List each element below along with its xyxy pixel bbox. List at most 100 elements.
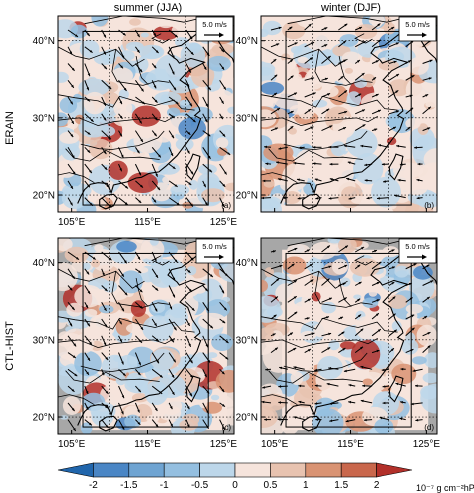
contour-patch xyxy=(118,89,129,100)
contour-patch xyxy=(124,414,141,429)
wind-arrowhead xyxy=(348,197,352,200)
wind-arrowhead xyxy=(375,313,379,316)
wind-arrowhead xyxy=(121,154,124,158)
wind-arrowhead xyxy=(137,372,141,376)
coastline xyxy=(280,255,409,426)
wind-arrowhead xyxy=(396,110,399,113)
wind-arrowhead xyxy=(409,94,413,98)
row-label-ctl-hist: CTL-HIST xyxy=(4,321,16,371)
wind-arrowhead xyxy=(344,264,348,268)
lon-label: 125°E xyxy=(210,439,238,450)
wind-arrowhead xyxy=(328,197,332,200)
contour-patch xyxy=(303,181,317,196)
wind-arrowhead xyxy=(376,282,380,285)
lat-label: 40°N xyxy=(33,36,55,47)
wind-arrowhead xyxy=(174,34,178,38)
wind-arrowhead xyxy=(376,349,380,353)
coastline xyxy=(77,255,206,426)
contour-patch xyxy=(417,123,429,135)
wind-arrowhead xyxy=(106,184,110,188)
wind-arrowhead xyxy=(222,427,225,431)
province-border xyxy=(268,370,363,384)
province-border xyxy=(261,172,298,184)
province-border xyxy=(261,268,348,289)
wind-arrowhead xyxy=(324,44,328,47)
colorbar-cell xyxy=(128,462,165,478)
wind-arrowhead xyxy=(392,313,396,317)
wind-arrowhead xyxy=(104,324,108,328)
wind-arrowhead xyxy=(359,27,362,30)
wind-arrowhead xyxy=(289,332,293,336)
wind-arrowhead xyxy=(87,73,91,77)
wind-arrowhead xyxy=(409,297,413,301)
contour-patch xyxy=(131,105,161,127)
wind-arrowhead xyxy=(264,145,267,149)
wind-arrowhead xyxy=(103,151,107,155)
wind-arrowhead xyxy=(293,348,297,351)
wind-arrowhead xyxy=(142,101,146,105)
wind-arrowhead xyxy=(154,117,158,121)
wind-arrowhead xyxy=(86,271,90,275)
wind-arrowhead xyxy=(374,249,377,253)
wind-arrowhead xyxy=(278,26,282,30)
wind-arrowhead xyxy=(275,296,278,300)
province-border xyxy=(261,316,398,333)
contour-patch xyxy=(179,99,191,106)
contour-patch xyxy=(58,331,73,347)
contour-patch xyxy=(346,91,362,107)
wind-arrowhead xyxy=(119,133,122,137)
wind-arrowhead xyxy=(279,264,283,268)
wind-arrowhead xyxy=(119,339,122,343)
wind-arrowhead xyxy=(207,133,211,137)
wind-arrowhead xyxy=(153,33,156,37)
wind-arrowhead xyxy=(70,185,73,189)
wind-arrowhead xyxy=(340,316,343,320)
province-border xyxy=(111,49,170,86)
contour-patch xyxy=(312,408,344,434)
wind-arrowhead xyxy=(89,50,93,53)
wind-arrowhead xyxy=(290,126,294,129)
contour-patch xyxy=(223,153,234,163)
contour-patch xyxy=(159,259,187,288)
wind-arrowhead xyxy=(108,257,112,261)
colorbar-tick-label: 1 xyxy=(303,480,309,491)
wind-arrowhead xyxy=(69,51,72,55)
wind-arrowhead xyxy=(360,399,364,403)
wind-arrowhead xyxy=(290,75,294,79)
colorbar-cell xyxy=(305,462,342,478)
wind-arrowhead xyxy=(274,74,278,78)
reference-vector-box: 5.0 m/s xyxy=(195,16,234,42)
wind-arrowhead xyxy=(176,202,180,206)
contour-patch xyxy=(261,66,273,76)
wind-arrowhead xyxy=(306,317,310,320)
wind-arrowhead xyxy=(310,126,314,129)
contour-patch xyxy=(306,259,324,272)
contour-patch xyxy=(127,172,158,194)
taiwan-outline xyxy=(185,153,201,181)
wind-arrowhead xyxy=(277,178,281,181)
wind-arrowhead xyxy=(395,42,399,45)
wind-arrowhead xyxy=(277,108,280,111)
contour-patch xyxy=(344,67,353,74)
province-border xyxy=(65,370,160,384)
contour-patch xyxy=(150,302,166,314)
contour-patch xyxy=(79,39,100,59)
contour-patch xyxy=(206,352,218,359)
wind-arrowhead xyxy=(326,108,330,112)
colorbar-tick-label: -1 xyxy=(160,480,169,491)
contour-patch xyxy=(401,339,419,355)
wind-arrowhead xyxy=(90,119,94,122)
wind-arrowhead xyxy=(348,400,352,404)
wind-arrowhead xyxy=(171,135,174,139)
contour-patch xyxy=(362,297,379,309)
wind-arrowhead xyxy=(425,94,429,97)
wind-arrowhead xyxy=(187,131,191,135)
wind-arrowhead xyxy=(362,124,366,127)
wind-arrowhead xyxy=(396,74,399,77)
contour-patch xyxy=(261,28,269,38)
wind-arrowhead xyxy=(87,323,90,327)
contour-patch xyxy=(62,396,81,415)
wind-arrowhead xyxy=(364,179,368,182)
contour-patch xyxy=(304,69,325,90)
contour-patch xyxy=(215,137,229,149)
